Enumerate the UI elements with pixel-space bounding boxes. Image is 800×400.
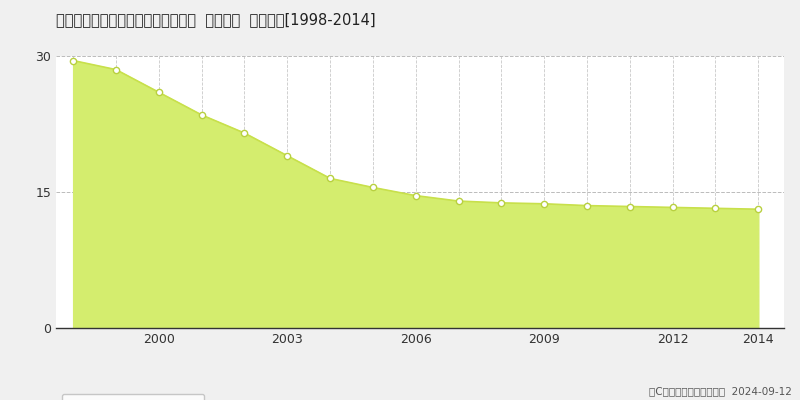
Text: 岐阜県羽島市堀津町前谷７１番３外  地価公示  地価推移[1998-2014]: 岐阜県羽島市堀津町前谷７１番３外 地価公示 地価推移[1998-2014] <box>56 12 376 27</box>
Legend: 地価公示 平均坊単価(万円/坊): 地価公示 平均坊単価(万円/坊) <box>62 394 204 400</box>
Text: （C）土地価格ドットコム  2024-09-12: （C）土地価格ドットコム 2024-09-12 <box>649 386 792 396</box>
